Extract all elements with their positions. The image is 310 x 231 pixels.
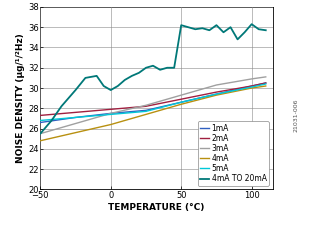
1mA xyxy=(215,93,218,95)
1mA xyxy=(74,116,78,119)
4mA TO 20mA xyxy=(109,89,113,91)
2mA xyxy=(264,82,268,84)
4mA TO 20mA xyxy=(50,119,53,122)
4mA xyxy=(74,131,78,134)
3mA xyxy=(179,94,183,97)
1mA xyxy=(250,85,254,87)
1mA xyxy=(38,121,42,124)
4mA TO 20mA xyxy=(186,26,190,29)
1mA xyxy=(109,112,113,115)
4mA TO 20mA xyxy=(207,29,211,32)
Line: 1mA: 1mA xyxy=(40,83,266,122)
2mA xyxy=(179,98,183,100)
5mA xyxy=(250,86,254,88)
5mA xyxy=(179,101,183,104)
1mA xyxy=(179,101,183,104)
2mA xyxy=(109,108,113,111)
4mA TO 20mA xyxy=(116,85,120,87)
4mA TO 20mA xyxy=(243,31,246,34)
3mA xyxy=(74,122,78,125)
3mA xyxy=(264,76,268,78)
4mA TO 20mA xyxy=(236,38,239,41)
4mA TO 20mA xyxy=(74,89,78,91)
Text: 21031-006: 21031-006 xyxy=(294,99,299,132)
1mA xyxy=(264,82,268,84)
3mA xyxy=(144,104,148,107)
5mA xyxy=(38,119,42,122)
4mA TO 20mA xyxy=(102,85,106,87)
3mA xyxy=(215,84,218,86)
4mA TO 20mA xyxy=(264,29,268,32)
4mA TO 20mA xyxy=(83,76,87,79)
3mA xyxy=(250,78,254,80)
Line: 2mA: 2mA xyxy=(40,83,266,116)
4mA TO 20mA xyxy=(38,132,42,135)
5mA xyxy=(144,110,148,113)
Legend: 1mA, 2mA, 3mA, 4mA, 5mA, 4mA TO 20mA: 1mA, 2mA, 3mA, 4mA, 5mA, 4mA TO 20mA xyxy=(198,121,269,185)
2mA xyxy=(215,91,218,94)
5mA xyxy=(215,93,218,95)
4mA xyxy=(144,113,148,116)
2mA xyxy=(38,114,42,117)
4mA TO 20mA xyxy=(215,24,218,27)
4mA xyxy=(264,85,268,87)
2mA xyxy=(144,105,148,108)
4mA xyxy=(215,94,218,97)
X-axis label: TEMPERATURE (°C): TEMPERATURE (°C) xyxy=(108,203,205,212)
3mA xyxy=(38,132,42,135)
4mA TO 20mA xyxy=(158,68,162,71)
4mA TO 20mA xyxy=(60,105,63,108)
Line: 3mA: 3mA xyxy=(40,77,266,134)
Line: 5mA: 5mA xyxy=(40,84,266,121)
Line: 4mA: 4mA xyxy=(40,86,266,141)
4mA xyxy=(179,103,183,106)
4mA TO 20mA xyxy=(165,66,169,69)
4mA TO 20mA xyxy=(172,66,176,69)
4mA TO 20mA xyxy=(229,26,232,29)
5mA xyxy=(74,116,78,119)
5mA xyxy=(109,113,113,116)
4mA TO 20mA xyxy=(193,28,197,31)
4mA TO 20mA xyxy=(250,23,254,26)
4mA TO 20mA xyxy=(257,28,261,31)
4mA TO 20mA xyxy=(137,71,141,74)
Y-axis label: NOISE DENSITY (μg/¹/²Hz): NOISE DENSITY (μg/¹/²Hz) xyxy=(16,33,25,163)
3mA xyxy=(109,112,113,115)
4mA xyxy=(250,87,254,89)
4mA xyxy=(38,139,42,142)
2mA xyxy=(250,85,254,87)
2mA xyxy=(74,111,78,114)
5mA xyxy=(264,83,268,85)
4mA TO 20mA xyxy=(123,79,127,81)
4mA TO 20mA xyxy=(95,74,99,77)
4mA TO 20mA xyxy=(179,24,183,27)
4mA TO 20mA xyxy=(144,66,148,69)
4mA xyxy=(109,123,113,126)
4mA TO 20mA xyxy=(151,64,155,67)
4mA TO 20mA xyxy=(222,31,225,34)
4mA TO 20mA xyxy=(130,74,134,77)
4mA TO 20mA xyxy=(201,27,204,30)
1mA xyxy=(144,109,148,112)
Line: 4mA TO 20mA: 4mA TO 20mA xyxy=(40,24,266,134)
